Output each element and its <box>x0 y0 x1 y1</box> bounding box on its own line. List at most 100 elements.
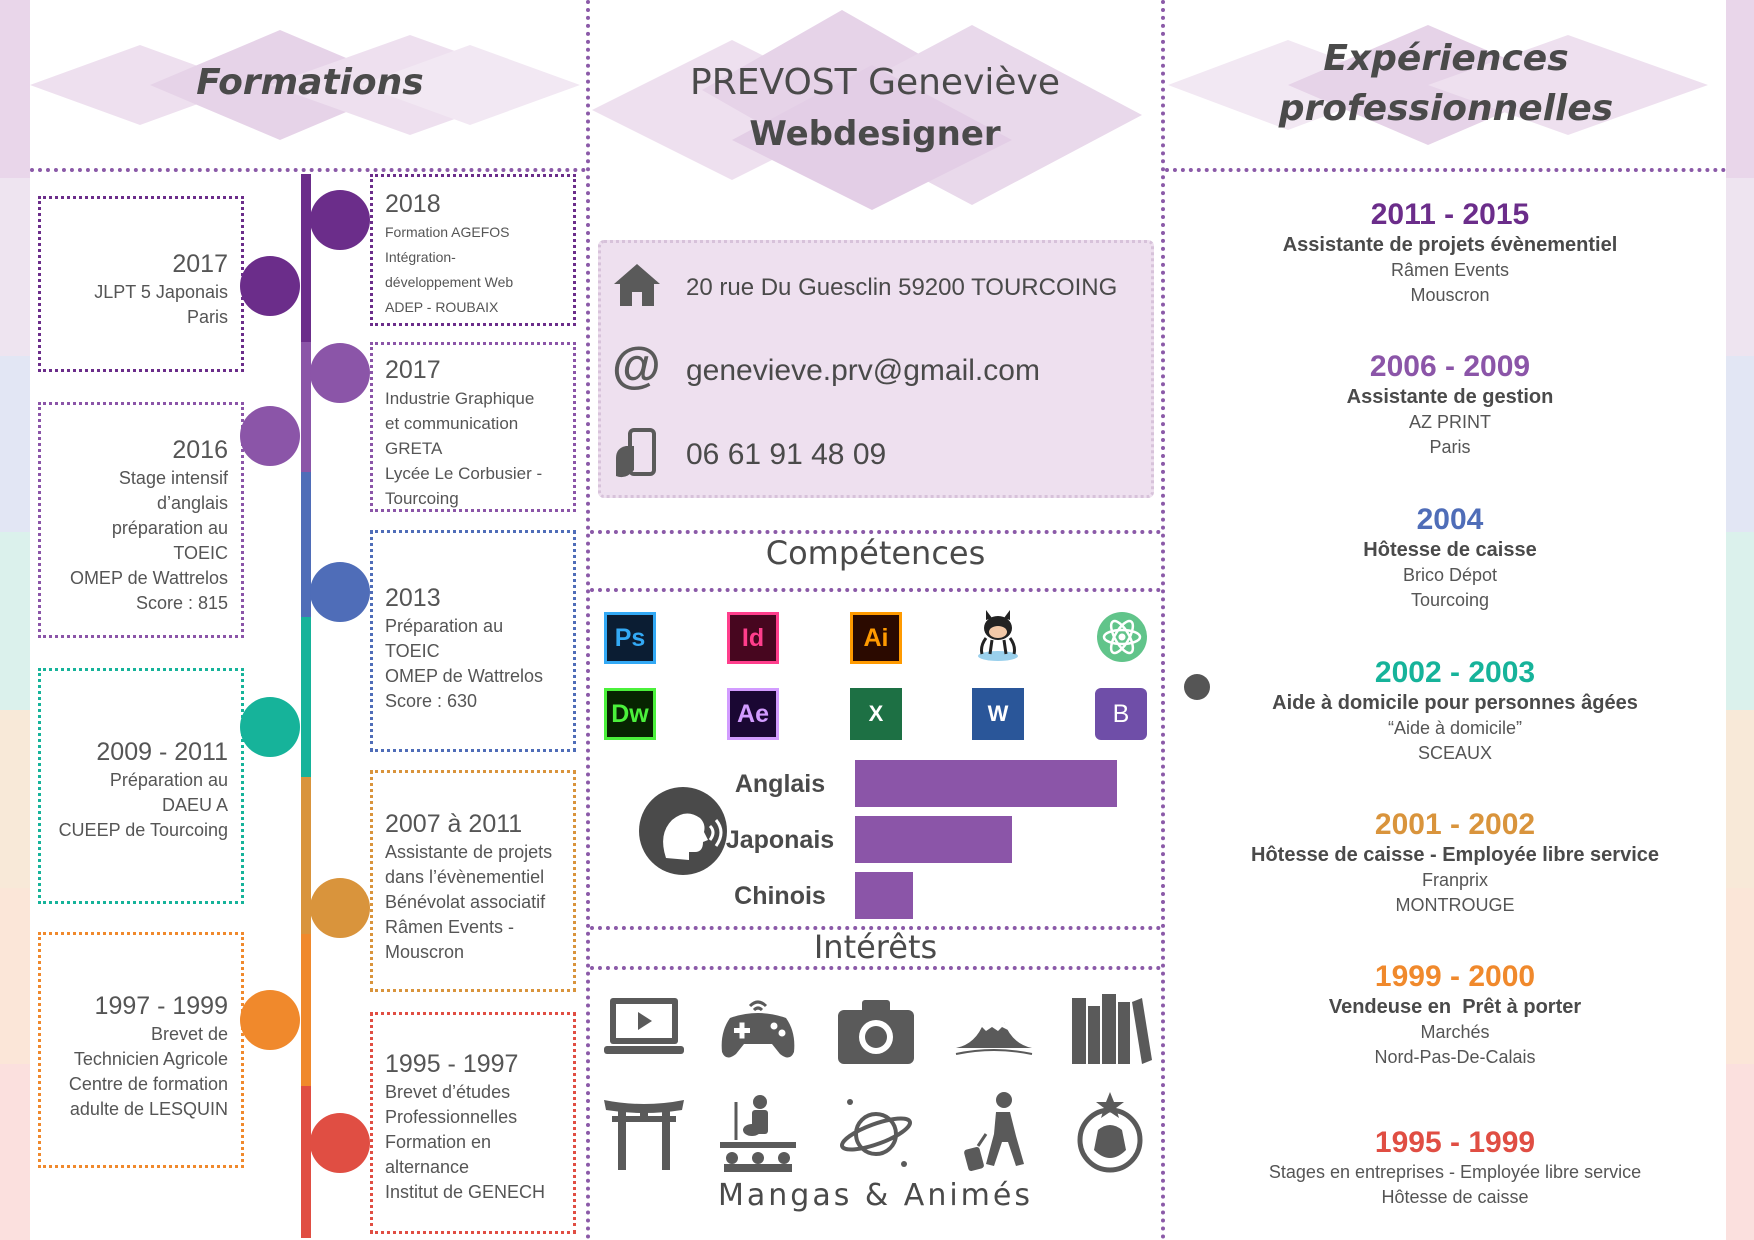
experience-entry: 2006 - 2009 Assistante de gestion AZ PRI… <box>1170 350 1730 460</box>
experience-line: “Aide à domicile” <box>1387 718 1523 738</box>
formation-entry: 2016 Stage intensif d’anglais préparatio… <box>40 434 228 616</box>
laptop-video-icon <box>604 998 684 1054</box>
header-separator <box>1165 168 1726 172</box>
stripe-left <box>0 178 30 356</box>
after-effects-icon: Ae <box>727 688 779 740</box>
stripe-right <box>1726 710 1754 888</box>
stripe-right <box>1726 1064 1754 1240</box>
stripe-right <box>1726 356 1754 532</box>
formation-line: et communication <box>385 414 519 433</box>
experience-title: Assistante de gestion <box>1346 386 1554 408</box>
experience-years: 1999 - 2000 <box>1374 960 1536 993</box>
formation-box <box>38 932 244 1168</box>
formation-box <box>38 402 244 638</box>
bootstrap-icon: B <box>1095 688 1147 740</box>
excel-icon: X <box>850 688 902 740</box>
experience-line: Tourcoing <box>1410 590 1490 610</box>
formation-entry: 2017 JLPT 5 Japonais Paris <box>40 248 228 330</box>
formation-entry: 1995 - 1997 Brevet d’études Professionne… <box>385 1048 575 1205</box>
formation-line: Formation en <box>385 1132 492 1152</box>
person-role: Webdesigner <box>749 114 1001 154</box>
experience-years: 2006 - 2009 <box>1369 350 1531 383</box>
formation-entry: 2009 - 2011 Préparation au DAEU A CUEEP … <box>40 736 228 843</box>
formation-line: Stage intensif <box>118 468 228 488</box>
formation-line: Assistante de projets <box>385 842 553 862</box>
formation-line: Technicien Agricole <box>73 1049 228 1069</box>
section-separator <box>590 588 1161 592</box>
section-separator <box>590 966 1161 970</box>
formation-year: 2017 <box>385 356 441 384</box>
timeline-segment <box>301 472 311 617</box>
stripe-left <box>0 888 30 1064</box>
experience-title: Hôtesse de caisse - Employée libre servi… <box>1251 844 1659 866</box>
timeline-node <box>240 256 300 316</box>
language-level-bar <box>855 816 1012 863</box>
experience-years: 2011 - 2015 <box>1370 198 1530 231</box>
experience-entry: 2011 - 2015 Assistante de projets évènem… <box>1170 198 1730 308</box>
language-level-bar <box>855 872 913 919</box>
timeline-node <box>240 406 300 466</box>
formation-line: Brevet d’études <box>385 1082 511 1102</box>
interets-caption: Mangas & Animés <box>718 1178 1033 1213</box>
contact-email[interactable]: genevieve.prv@gmail.com <box>686 354 1040 387</box>
illustrator-icon: Ai <box>850 612 902 664</box>
experience-line: Marchés <box>1420 1022 1490 1042</box>
experiences-title-line2: professionnelles <box>1278 88 1614 129</box>
word-icon: W <box>972 688 1024 740</box>
formation-entry: 2013 Préparation au TOEIC OMEP de Wattre… <box>385 582 575 714</box>
experiences-header-diamonds <box>1168 25 1708 145</box>
scroll-dot <box>1184 674 1210 700</box>
language-name: Japonais <box>725 826 835 854</box>
formation-year: 2009 - 2011 <box>96 738 228 766</box>
dog-star-icon <box>1077 1092 1143 1173</box>
experience-entry: 2001 - 2002 Hôtesse de caisse - Employée… <box>1175 808 1735 918</box>
experience-line: Râmen Events <box>1390 260 1510 280</box>
formation-line: Paris <box>186 307 228 327</box>
formation-line: développement Web <box>385 274 514 290</box>
formation-year: 2016 <box>172 436 228 464</box>
competences-title: Compétences <box>765 534 986 572</box>
experience-title: Assistante de projets évènementiel <box>1282 234 1618 256</box>
experience-entry: 2004 Hôtesse de caisse Brico Dépot Tourc… <box>1170 503 1730 613</box>
timeline-segment <box>301 174 311 342</box>
timeline-node <box>310 1113 370 1173</box>
timeline-segment <box>301 342 311 472</box>
formation-entry: 2018 Formation AGEFOS Intégration- dével… <box>385 188 575 320</box>
timeline-node <box>310 190 370 250</box>
formation-line: Score : 815 <box>135 593 228 613</box>
formation-line: DAEU A <box>161 795 228 815</box>
formation-box <box>38 196 244 372</box>
formation-line: Brevet de <box>150 1024 228 1044</box>
language-level-bar <box>855 760 1117 807</box>
formation-entry: 2007 à 2011 Assistante de projets dans l… <box>385 808 575 965</box>
github-octocat-icon <box>978 610 1018 661</box>
formation-line: CUEEP de Tourcoing <box>58 820 228 840</box>
contact-phone[interactable]: 06 61 91 48 09 <box>686 438 887 471</box>
torii-gate-icon <box>604 1100 684 1170</box>
at-icon: @ <box>612 337 661 393</box>
formation-line: Tourcoing <box>385 489 459 508</box>
formation-line: GRETA <box>385 439 443 458</box>
experience-line: MONTROUGE <box>1395 895 1515 915</box>
contact-box <box>598 240 1154 498</box>
formations-header-diamonds <box>30 30 580 140</box>
formation-line: préparation au <box>111 518 228 538</box>
timeline-segment <box>301 777 311 934</box>
interets-title: Intérêts <box>813 928 938 966</box>
timeline-node <box>240 990 300 1050</box>
section-separator <box>590 530 1161 534</box>
experience-line: Stages en entreprises - Employée libre s… <box>1268 1162 1642 1182</box>
formation-line: Bénévolat associatif <box>385 892 546 912</box>
experience-line: AZ PRINT <box>1408 412 1491 432</box>
contact-address[interactable]: 20 rue Du Guesclin 59200 TOURCOING <box>686 274 1118 301</box>
person-name: PREVOST Geneviève <box>689 62 1060 103</box>
formation-line: d’anglais <box>156 493 228 513</box>
timeline-node <box>310 343 370 403</box>
formation-year: 2018 <box>385 190 441 218</box>
gamepad-icon <box>721 1000 795 1058</box>
formation-entry: 1997 - 1999 Brevet de Technicien Agricol… <box>40 990 228 1122</box>
formation-line: Lycée Le Corbusier - <box>385 464 543 483</box>
planet-icon <box>839 1099 913 1167</box>
books-icon <box>1072 994 1152 1064</box>
mount-fuji-icon <box>955 1022 1033 1055</box>
